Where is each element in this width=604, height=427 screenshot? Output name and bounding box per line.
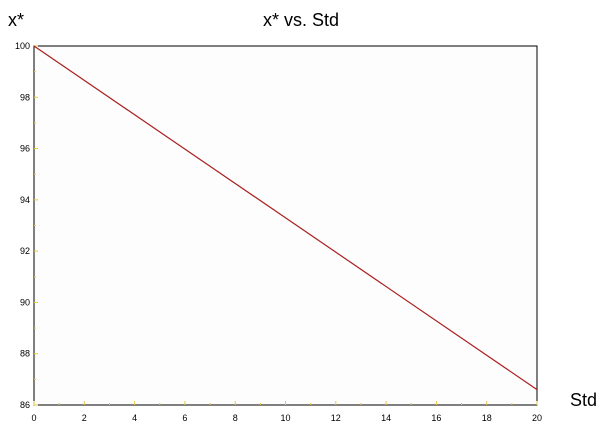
y-tick-label: 90 — [20, 297, 30, 307]
x-tick-label: 6 — [182, 413, 187, 423]
x-tick-label: 16 — [431, 413, 441, 423]
x-tick-label: 8 — [233, 413, 238, 423]
x-axis: 0 2 4 6 8 10 12 14 16 18 20 — [31, 401, 542, 423]
y-tick-label: 86 — [20, 400, 30, 410]
y-tick-label: 100 — [15, 41, 30, 51]
chart-title: x* vs. Std — [263, 10, 339, 30]
x-tick-label: 4 — [132, 413, 137, 423]
x-tick-label: 18 — [482, 413, 492, 423]
y-axis-label: x* — [8, 10, 24, 30]
y-axis: 86 88 90 92 94 96 98 100 — [15, 41, 38, 410]
x-tick-label: 10 — [280, 413, 290, 423]
x-tick-label: 20 — [532, 413, 542, 423]
x-axis-label: Std — [570, 390, 597, 410]
x-tick-label: 14 — [381, 413, 391, 423]
plot-area — [33, 45, 538, 406]
y-tick-label: 88 — [20, 349, 30, 359]
series-line — [33, 45, 538, 391]
series-layer — [33, 45, 538, 391]
x-tick-label: 2 — [82, 413, 87, 423]
x-tick-label: 0 — [31, 413, 36, 423]
x-tick-label: 12 — [331, 413, 341, 423]
y-tick-label: 98 — [20, 92, 30, 102]
y-tick-label: 92 — [20, 246, 30, 256]
y-tick-label: 94 — [20, 195, 30, 205]
y-tick-label: 96 — [20, 144, 30, 154]
